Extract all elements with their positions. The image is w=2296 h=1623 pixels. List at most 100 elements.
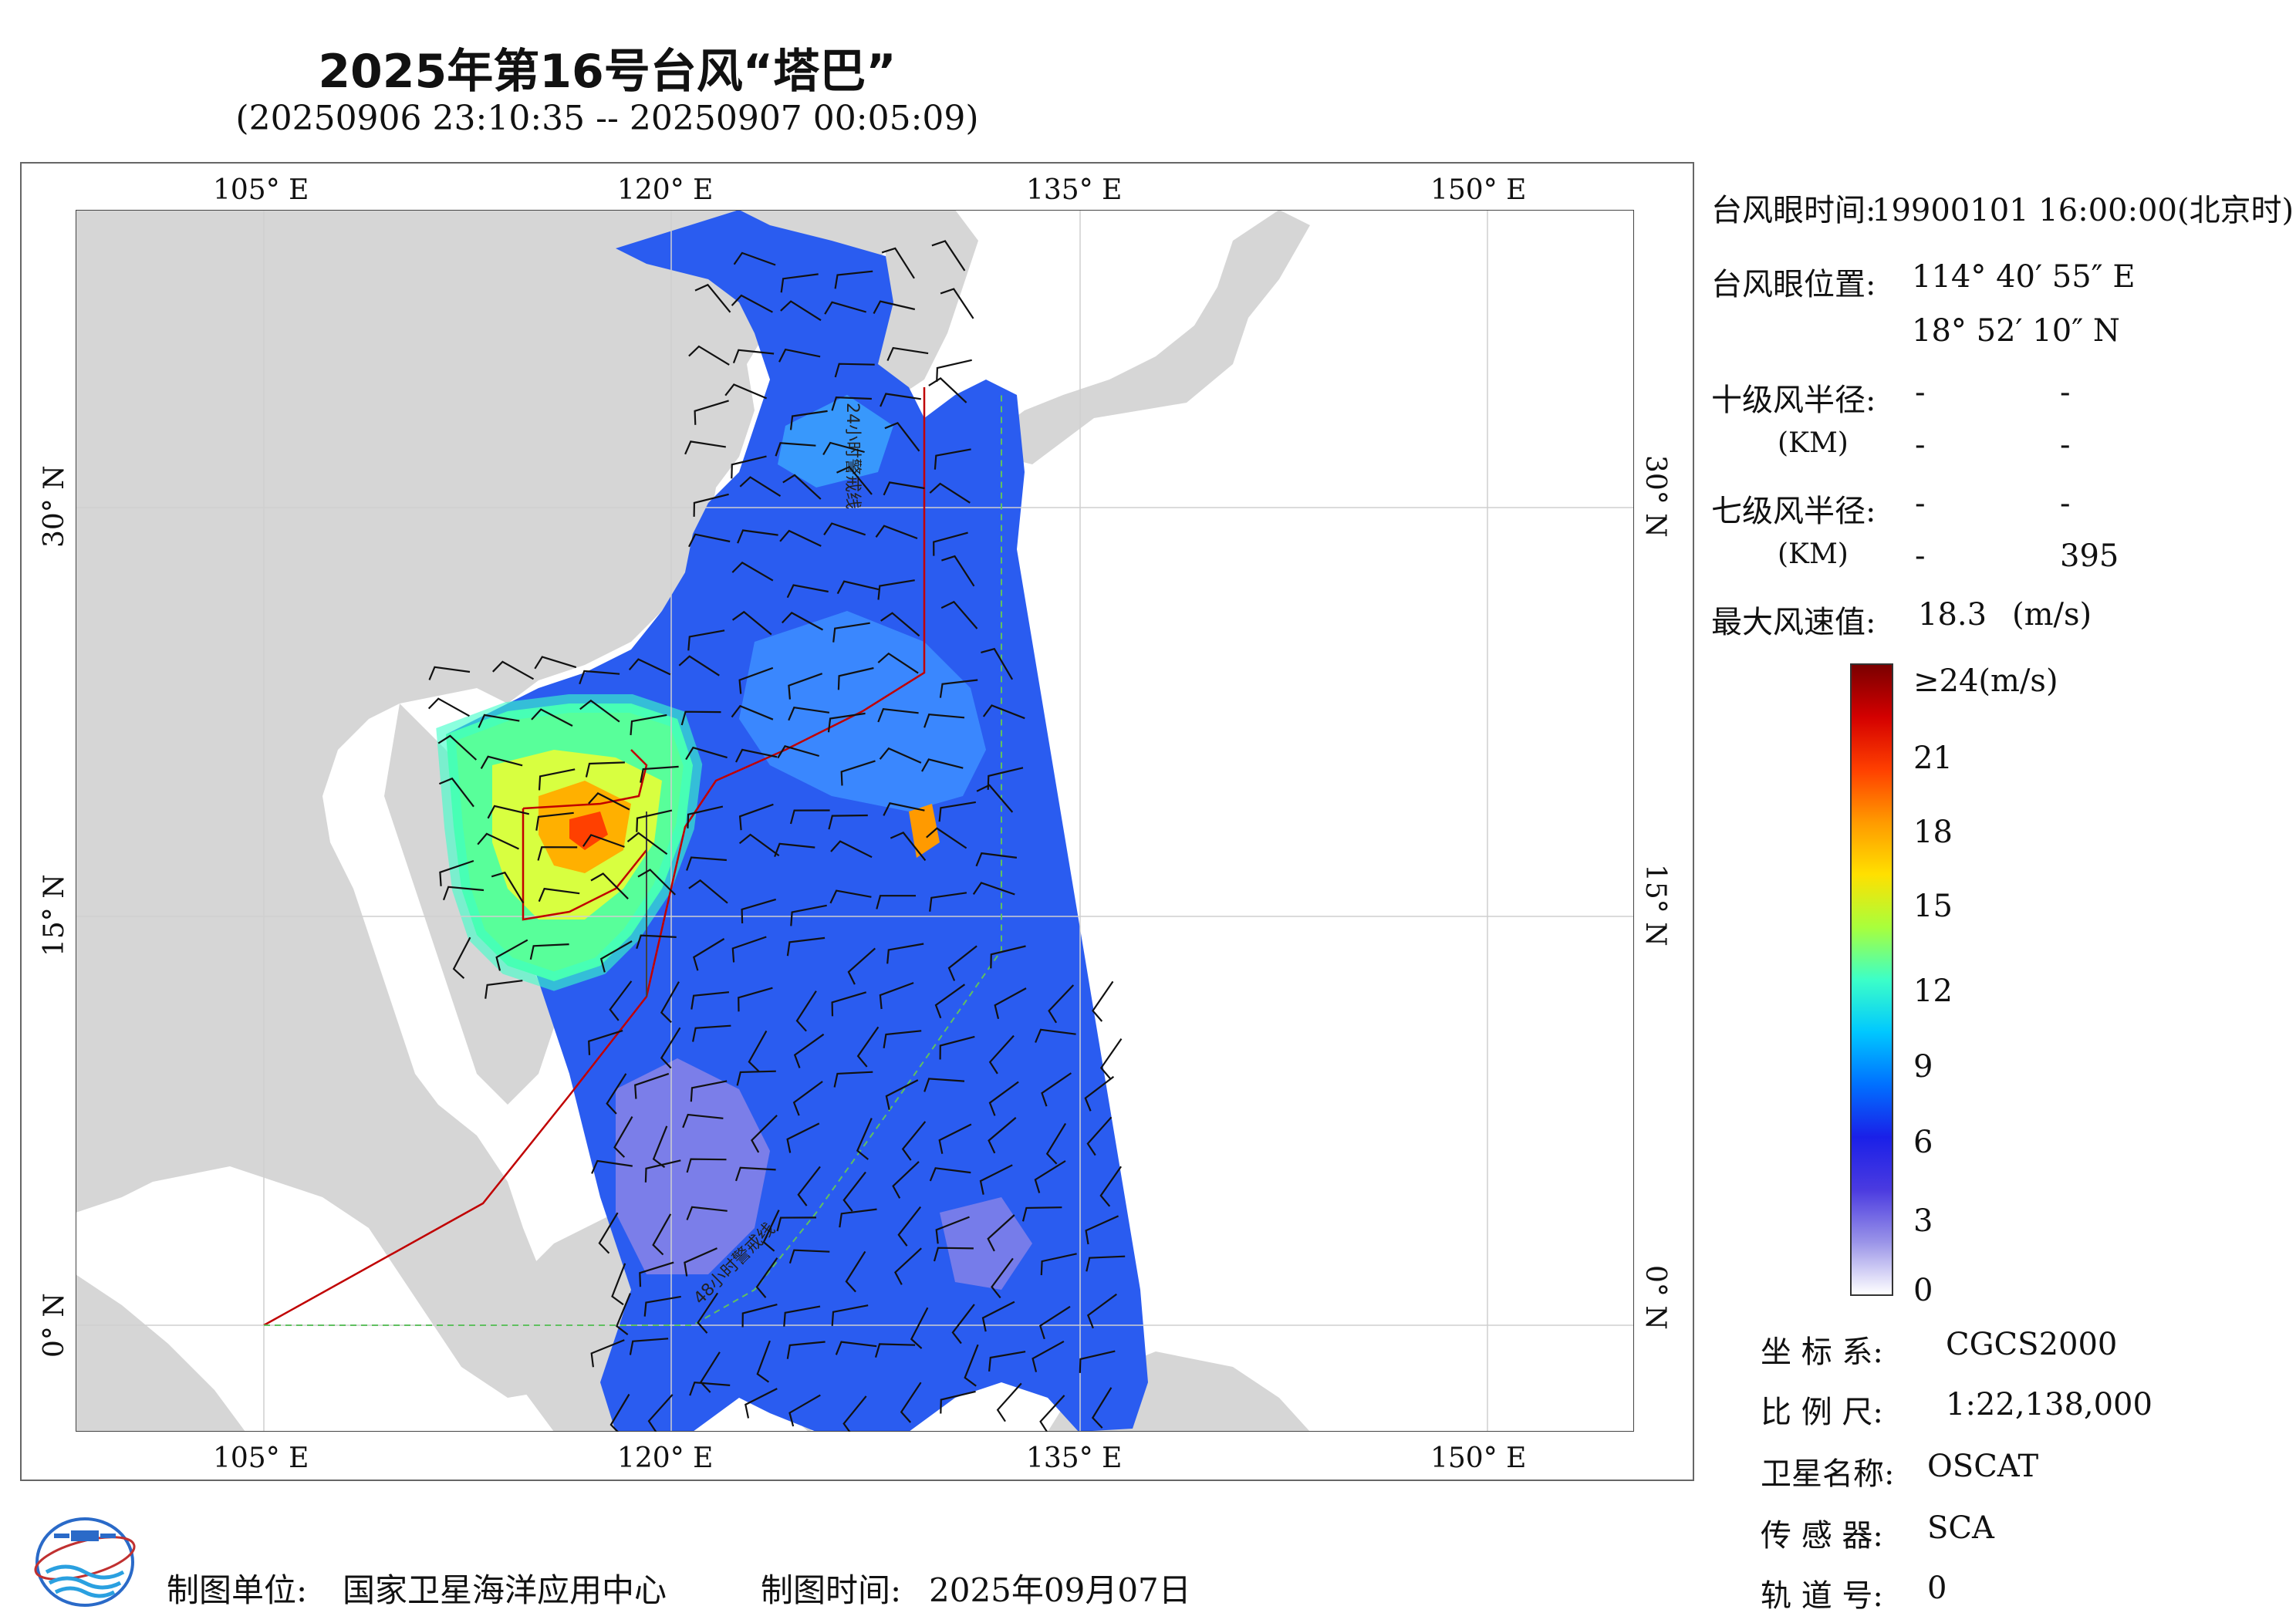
wind-barb xyxy=(480,755,523,769)
wind-barb xyxy=(738,833,780,857)
max-wind-unit: (m/s) xyxy=(2012,597,2092,633)
r10-value-se: - xyxy=(2060,375,2071,410)
r7-value-sw: - xyxy=(1915,538,1926,574)
wind-barb xyxy=(1048,984,1075,1024)
wind-barb xyxy=(745,1388,778,1419)
wind-barb xyxy=(756,1340,771,1383)
wind-barb xyxy=(779,529,822,547)
date-label: 制图时间: xyxy=(761,1571,902,1609)
wind-barb xyxy=(879,747,922,764)
graticule xyxy=(76,210,1634,1432)
wind-barb xyxy=(795,990,817,1032)
wind-barb xyxy=(788,1394,821,1427)
scale-label: 比 例 尺: xyxy=(1761,1395,1883,1430)
lon-tick-bottom-120: 120° E xyxy=(617,1442,714,1474)
wind-barb xyxy=(687,805,724,828)
warning-24h-line xyxy=(263,387,926,1327)
colorbar-label-21: 21 xyxy=(1913,741,1953,776)
wind-barb xyxy=(731,455,767,479)
wind-barb xyxy=(988,1034,1015,1075)
wind-barb xyxy=(929,482,971,504)
wind-barb xyxy=(910,1307,929,1349)
wind-barb xyxy=(797,1166,821,1206)
wind-barb xyxy=(579,699,620,723)
wind-barb xyxy=(996,1382,1022,1422)
wind-barb xyxy=(693,938,725,971)
wind-barb xyxy=(735,748,778,763)
wind-barb xyxy=(832,622,870,643)
eye-time-label: 台风眼时间: xyxy=(1711,193,1876,228)
wind-barb xyxy=(823,522,866,536)
wind-barb xyxy=(839,1208,877,1228)
wind-barb xyxy=(590,1339,625,1368)
wind-barb xyxy=(1040,1253,1077,1276)
map-title: 2025年第16号台风“塔巴” xyxy=(318,45,896,99)
wind-barb xyxy=(534,656,577,670)
wind-barb xyxy=(786,584,829,599)
wind-barb xyxy=(988,1117,1017,1154)
colorbar xyxy=(1850,663,1893,1296)
wind-barb xyxy=(780,273,819,293)
wind-barb xyxy=(972,882,1015,896)
wind-barb xyxy=(884,421,920,452)
wind-barb xyxy=(880,612,920,637)
wind-barb xyxy=(697,1292,719,1334)
wind-barb xyxy=(774,842,815,857)
eye-time-value: 19900101 16:00:00(北京时) xyxy=(1872,193,2294,228)
wind-barb xyxy=(976,784,1014,813)
wind-barb xyxy=(792,1081,823,1116)
wind-barb xyxy=(856,1118,873,1160)
wind-barb xyxy=(736,1070,776,1086)
wind-barb xyxy=(731,936,767,963)
wind-barb xyxy=(879,982,914,1010)
wind-barb xyxy=(947,945,977,981)
r7-value-se: - xyxy=(2060,486,2071,521)
wind-barb xyxy=(529,943,569,960)
lat-tick-left-0: 0° N xyxy=(39,1293,70,1358)
colorbar-label-3: 3 xyxy=(1913,1203,1933,1239)
swath-low-south xyxy=(616,1058,770,1274)
wind-barb xyxy=(660,981,680,1024)
wind-barb xyxy=(1079,1350,1116,1373)
typhoon-track-line xyxy=(522,749,648,921)
land-sumatra xyxy=(76,1274,245,1432)
wind-barb xyxy=(929,1167,971,1182)
wind-barb xyxy=(686,856,727,871)
lat-tick-right-30: 30° N xyxy=(1639,455,1671,538)
wind-barb xyxy=(928,377,967,403)
wind-barb xyxy=(738,666,774,694)
wind-barb xyxy=(831,991,867,1017)
wind-barb xyxy=(926,827,967,849)
wind-barb xyxy=(616,1293,632,1335)
lon-tick-top-135: 135° E xyxy=(1026,174,1123,206)
wind-barb xyxy=(881,247,915,279)
wind-barb xyxy=(609,1393,630,1432)
wind-barb xyxy=(874,1343,916,1358)
wind-barb xyxy=(856,1026,880,1068)
wind-barb xyxy=(598,1212,619,1254)
colorbar-label-12: 12 xyxy=(1913,973,1953,1009)
wind-barb xyxy=(734,1166,776,1182)
wind-barb xyxy=(786,936,826,957)
wind-barb xyxy=(682,1113,724,1129)
wind-barb xyxy=(609,980,633,1021)
wind-barb xyxy=(988,1351,1026,1372)
wind-barb xyxy=(934,448,971,470)
wind-barb xyxy=(829,889,872,904)
wind-barb xyxy=(981,647,1014,680)
wind-barb xyxy=(733,251,776,266)
wind-barb xyxy=(935,1216,970,1244)
wind-barb xyxy=(588,1030,623,1055)
wind-barb xyxy=(678,655,720,677)
time-range: (20250906 23:10:35 -- 20250907 00:05:09) xyxy=(235,99,979,138)
wind-barb xyxy=(790,904,827,926)
wind-barb xyxy=(1041,1072,1072,1107)
land-china xyxy=(76,210,893,1398)
wind-barb xyxy=(1034,1160,1066,1193)
wind-barb xyxy=(755,1257,778,1298)
wind-barb xyxy=(639,1261,674,1287)
wind-barb xyxy=(877,708,919,723)
scale-value: 1:22,138,000 xyxy=(1946,1387,2152,1422)
wind-barb xyxy=(931,240,966,272)
wind-barb xyxy=(628,658,671,676)
